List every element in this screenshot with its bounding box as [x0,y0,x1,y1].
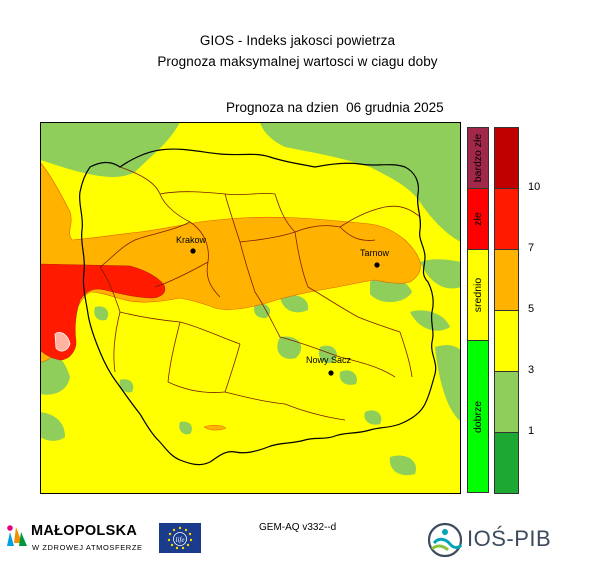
legend-tick: 10 [528,181,541,193]
legend-cat-label: złe [472,212,484,226]
red-zone [40,263,166,361]
city-marker-tarnow [374,262,380,268]
forecast-map: Krakow Tarnow Nowy Sacz [40,122,461,494]
legend-value-band [494,127,519,189]
voivodeship-border [78,148,437,466]
legend-tick: 3 [528,364,535,376]
city-label-krakow: Krakow [176,235,207,245]
legend-cat-zle: złe [467,188,489,250]
city-marker-krakow [190,248,196,254]
category-legend: bardzo złe złe srednio dobrze [467,127,489,493]
value-legend [494,127,519,494]
legend-value-band [494,371,519,433]
map-background-yellow [40,122,461,494]
city-label-nowy-sacz: Nowy Sacz [306,355,352,365]
green-zones [40,122,461,476]
model-version: GEM-AQ v332--d [259,522,337,533]
legend-cat-srednio: srednio [467,249,489,341]
ios-pib-name: IOŚ-PIB [467,526,552,551]
county-borders [99,166,421,421]
eu-life-logo: life [159,523,201,553]
ios-pib-logo: IOŚ-PIB [424,520,564,560]
malopolska-name: MAŁOPOLSKA [31,523,138,539]
legend-value-band [494,249,519,311]
city-label-tarnow: Tarnow [360,248,390,258]
legend-tick: 1 [528,425,535,437]
map-subtitle: Prognoza maksymalnej wartosci w ciagu do… [157,54,438,69]
legend-value-band [494,310,519,372]
legend-tick: 5 [528,303,535,315]
orange-patch-south [203,424,227,431]
orange-zone [40,161,421,363]
forecast-date: Prognoza na dzien 06 grudnia 2025 [226,100,444,115]
legend-value-band [494,432,519,494]
map-frame [40,122,461,494]
malopolska-logo: MAŁOPOLSKA W ZDROWEJ ATMOSFERZE [6,521,151,559]
legend-cat-label: bardzo złe [472,133,484,183]
legend-cat-bardzo-zle: bardzo złe [467,127,489,189]
ios-emblem-icon [427,522,463,558]
city-marker-nowy-sacz [328,370,334,376]
eu-logo-text: life [176,536,185,544]
legend-cat-label: srednio [472,277,484,313]
malopolska-emblem-icon [7,525,27,546]
red-zone-inner [54,332,71,352]
map-title: GIOS - Indeks jakosci powietrza [199,33,396,48]
eu-stars-icon: life [167,526,193,550]
legend-cat-label: dobrze [472,400,484,433]
legend-cat-dobrze: dobrze [467,340,489,493]
malopolska-tagline: W ZDROWEJ ATMOSFERZE [32,543,143,552]
legend-tick: 7 [528,242,535,254]
legend-value-band [494,188,519,250]
